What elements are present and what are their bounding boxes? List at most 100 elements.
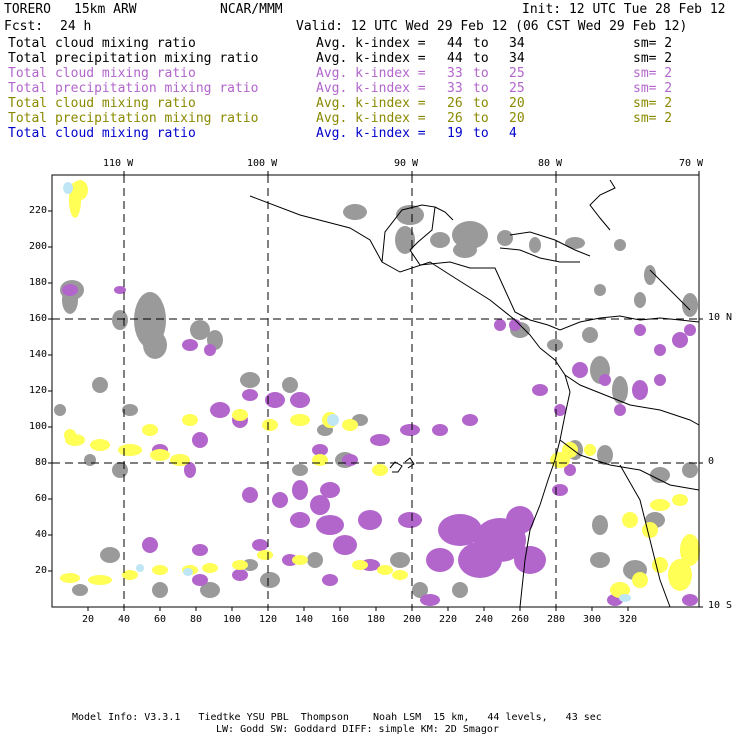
cloud-purple [400,424,420,436]
ecuador-peru-border [559,439,700,491]
x-tick-label: 140 [295,614,314,625]
cloud-purple [672,332,688,348]
kindex-to: 20 [509,111,525,126]
field-name: Total precipitation mixing ratio [8,51,259,66]
kindex-to-word: to [473,66,489,81]
kindex-to: 34 [509,51,525,66]
cloud-yellow [372,464,388,476]
cloud-yellow [152,565,168,575]
cloud-purple [204,344,216,356]
cloud-yellow [122,570,138,580]
kindex-to-word: to [473,36,489,51]
cloud-purple [684,324,696,336]
cloud-purple [509,319,521,331]
cloud-gray [92,377,108,393]
cloud-gray [682,462,698,478]
field-name: Total cloud mixing ratio [8,126,196,141]
cloud-yellow [377,565,393,575]
longitude-label: 90 W [394,158,419,169]
kindex-from: 33 [447,66,463,81]
cloud-purple [462,414,478,426]
cloud-yellow [342,419,358,431]
x-tick-label: 160 [331,614,350,625]
kindex-from: 26 [447,111,463,126]
kindex-label: Avg. k-index = [316,36,426,51]
x-tick-label: 220 [439,614,458,625]
cloud-purple [312,444,328,456]
cloud-purple [634,324,646,336]
kindex-to: 34 [509,36,525,51]
longitude-label: 70 W [679,158,704,169]
cloud-purple [599,374,611,386]
cloud-yellow [118,444,142,456]
cloud-yellow [202,563,218,573]
cloud-yellow [668,559,692,591]
kindex-label: Avg. k-index = [316,66,426,81]
cloud-yellow [232,409,248,421]
cloud-lightblue [136,564,144,572]
longitude-label: 100 W [247,158,278,169]
kindex-from: 44 [447,51,463,66]
cloud-yellow [622,512,638,528]
cloud-gray [452,221,488,249]
smoothing-label: sm= 2 [633,36,673,51]
smoothing-label: sm= 2 [633,96,673,111]
kindex-label: Avg. k-index = [316,111,426,126]
cloud-purple [192,544,208,556]
smoothing-label: sm= 2 [633,111,673,126]
kindex-from: 26 [447,96,463,111]
cloud-purple [554,404,566,416]
cloud-gray [682,293,698,317]
cloud-purple [192,574,208,586]
x-tick-label: 200 [403,614,422,625]
cloud-purple [242,389,258,401]
cloud-lightblue [327,414,339,426]
cloud-gray [72,584,88,596]
cloud-purple [252,539,268,551]
cloud-gray [100,547,120,563]
cloud-purple [532,384,548,396]
caribbean-coast [409,249,549,326]
lesser-antilles [649,269,691,311]
cloud-purple [290,512,310,528]
kindex-to-word: to [473,81,489,96]
cloud-gray [152,582,168,598]
cloud-yellow [72,180,88,200]
caribbean-islands [589,179,616,231]
cloud-purple [114,286,126,294]
cloud-gray [529,237,541,253]
cloud-yellow [292,555,308,565]
y-tick-label: 20 [35,565,48,576]
cloud-yellow [150,449,170,461]
cloud-gray [430,232,450,248]
cloud-yellow [680,534,700,566]
cloud-yellow [170,454,190,466]
field-name: Total cloud mixing ratio [8,96,196,111]
cloud-gray [547,339,563,351]
map-frame [51,174,700,608]
cloud-gray [190,320,210,340]
cloud-gray [644,265,656,285]
cloud-gray [592,515,608,535]
cloud-gray [497,230,513,246]
kindex-to: 4 [509,126,517,141]
cloud-gray [597,445,613,465]
cloud-gray [307,552,323,568]
cloud-gray [452,582,468,598]
longitude-label: 80 W [538,158,563,169]
cloud-purple [192,432,208,448]
cloud-gray [612,376,628,404]
cloud-lightblue [619,594,631,602]
cloud-yellow [232,560,248,570]
field-name: Total cloud mixing ratio [8,36,196,51]
cloud-purple [398,512,422,528]
cloud-yellow [257,550,273,560]
cloud-gray [395,226,415,254]
pacific-coast-central-america [249,195,541,349]
cloud-purple [232,569,248,581]
kindex-to-word: to [473,126,489,141]
kindex-label: Avg. k-index = [316,96,426,111]
cloud-purple [322,574,338,586]
cloud-gray [260,572,280,588]
kindex-to-word: to [473,111,489,126]
